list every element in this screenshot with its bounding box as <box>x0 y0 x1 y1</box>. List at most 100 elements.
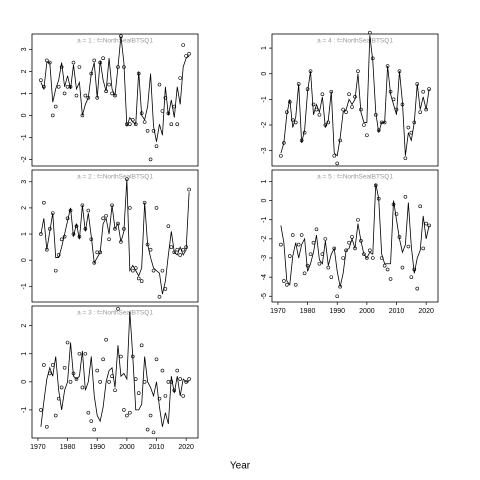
data-point <box>122 408 126 412</box>
data-point <box>139 279 144 283</box>
data-point <box>314 107 319 112</box>
data-point <box>65 85 70 89</box>
data-point <box>382 263 387 268</box>
data-point <box>42 85 46 89</box>
panel-title: a = 2 : f=NorthSealBTSQ1 <box>77 174 153 181</box>
data-point <box>178 377 183 381</box>
data-point <box>68 85 73 89</box>
data-point <box>368 248 372 253</box>
data-point <box>350 105 354 109</box>
data-point <box>104 213 108 218</box>
data-point <box>130 268 135 273</box>
data-point <box>128 206 132 210</box>
data-point <box>302 271 307 276</box>
data-point <box>296 82 301 86</box>
data-point <box>359 238 363 243</box>
data-point <box>184 245 188 249</box>
y-tick-label: 2 <box>21 206 28 210</box>
data-point <box>290 233 295 237</box>
data-point <box>406 125 411 130</box>
data-point <box>142 380 147 384</box>
data-point <box>338 284 342 289</box>
data-point <box>95 250 100 255</box>
panel-frame <box>271 169 439 303</box>
data-point <box>172 250 177 255</box>
data-point <box>125 177 129 181</box>
x-tick-label: 1990 <box>89 444 105 451</box>
data-point <box>317 112 322 117</box>
series-line <box>280 35 430 157</box>
data-point <box>56 253 61 257</box>
data-point <box>136 391 141 395</box>
data-point <box>104 337 108 342</box>
data-point <box>83 351 88 356</box>
data-point <box>282 141 286 145</box>
data-point <box>388 277 393 281</box>
data-point <box>45 58 49 63</box>
data-point <box>394 212 399 216</box>
data-point <box>62 91 67 96</box>
y-tick-label: 1 <box>261 179 268 183</box>
data-point <box>293 282 298 287</box>
data-point <box>172 104 177 109</box>
data-point <box>178 76 183 80</box>
data-point <box>403 194 408 199</box>
x-tick-label: 2020 <box>418 308 434 315</box>
data-point <box>299 233 304 237</box>
data-point <box>391 97 396 102</box>
data-point <box>116 221 120 226</box>
series-line <box>40 311 190 427</box>
y-tick-label: 2 <box>21 324 28 328</box>
data-point <box>59 385 64 390</box>
y-tick-label: -3 <box>261 147 268 153</box>
data-point <box>282 279 286 283</box>
data-point <box>169 380 174 384</box>
y-tick-label: -5 <box>261 293 268 299</box>
data-point <box>92 427 97 432</box>
data-point <box>86 410 91 415</box>
data-point <box>47 371 52 376</box>
data-point <box>379 256 384 260</box>
data-point <box>181 43 185 47</box>
data-point <box>98 380 102 384</box>
data-point <box>71 60 76 65</box>
data-point <box>427 223 431 228</box>
data-point <box>353 94 357 99</box>
x-tick-label: 2000 <box>119 444 135 451</box>
data-point <box>83 93 88 98</box>
data-point <box>338 138 342 143</box>
data-point <box>151 430 156 435</box>
data-point <box>45 424 49 429</box>
data-point <box>424 221 428 226</box>
data-point <box>323 123 328 127</box>
data-point <box>122 227 126 231</box>
data-point <box>74 93 79 98</box>
data-point <box>169 122 174 126</box>
data-point <box>397 235 402 239</box>
x-axis-label: Year <box>230 461 251 472</box>
data-point <box>154 144 159 148</box>
series-line <box>40 179 190 295</box>
data-point <box>145 427 150 432</box>
data-point <box>320 252 325 256</box>
data-point <box>53 104 58 109</box>
data-point <box>391 202 396 207</box>
data-point <box>184 54 188 58</box>
data-point <box>305 87 310 91</box>
data-point <box>382 120 387 125</box>
data-point <box>130 354 135 359</box>
y-tick-label: 3 <box>21 180 28 184</box>
data-point <box>421 89 425 94</box>
data-point <box>151 268 156 273</box>
data-point <box>362 123 366 127</box>
panel-title: a = 5 : f=NorthSealBTSQ1 <box>317 174 393 181</box>
data-point <box>80 113 85 118</box>
data-point <box>53 268 58 273</box>
y-tick-label: -3 <box>261 255 268 261</box>
data-point <box>412 120 417 125</box>
data-point <box>326 265 331 270</box>
data-point <box>133 266 138 270</box>
data-point <box>418 110 423 114</box>
data-point <box>157 294 162 299</box>
